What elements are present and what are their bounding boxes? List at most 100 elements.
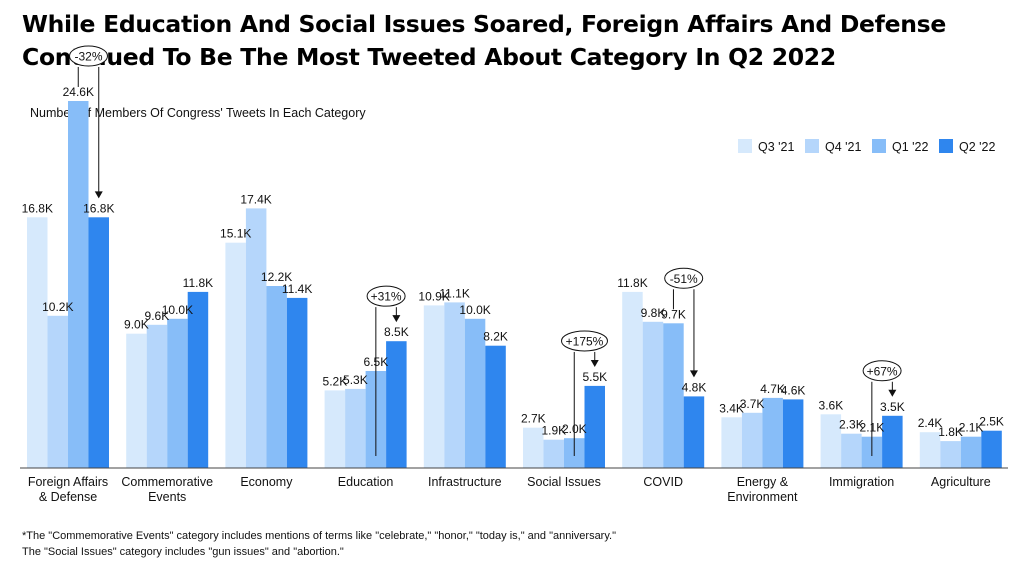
- bar-2-1: [245, 208, 267, 468]
- legend-swatch: [872, 139, 886, 153]
- category-label: Infrastructure: [428, 475, 502, 489]
- value-label: 11.1K: [439, 286, 469, 300]
- annotation-arrowhead: [590, 359, 599, 367]
- value-label: 2.4K: [918, 416, 943, 430]
- legend-swatch: [939, 139, 953, 153]
- value-label: 5.3K: [343, 373, 368, 387]
- bar-6-1: [642, 321, 664, 468]
- value-label: 11.4K: [282, 282, 312, 296]
- value-label: 5.5K: [582, 370, 607, 384]
- category-label: COVID: [643, 475, 683, 489]
- value-label: 9.8K: [641, 306, 666, 320]
- annotation-arrowhead: [888, 389, 897, 397]
- bar-3-3: [386, 341, 407, 468]
- annotation-text: +67%: [867, 364, 898, 378]
- category-label: Foreign Affairs: [28, 475, 108, 489]
- value-label: 8.5K: [384, 325, 409, 339]
- value-label: 4.6K: [781, 383, 806, 397]
- value-label: 4.7K: [760, 382, 785, 396]
- category-label: Education: [338, 475, 394, 489]
- value-label: 15.1K: [220, 227, 251, 241]
- bar-5-3: [584, 385, 605, 468]
- annotation-text: +31%: [371, 290, 402, 304]
- bar-4-0: [423, 305, 445, 468]
- chart-title: While Education And Social Issues Soared…: [22, 8, 1012, 74]
- bar-7-2: [762, 397, 783, 468]
- value-label: 17.4K: [240, 192, 271, 206]
- annotation-text: -32%: [74, 49, 102, 63]
- bar-6-3: [683, 396, 705, 468]
- legend-label: Q4 '21: [825, 140, 861, 154]
- value-label: 2.3K: [839, 418, 864, 432]
- value-label: 16.8K: [22, 201, 53, 215]
- value-label: 9.6K: [145, 309, 170, 323]
- legend-swatch: [738, 139, 752, 153]
- annotation-oval: [69, 45, 108, 67]
- title-line-2: Continued To Be The Most Tweeted About C…: [22, 43, 836, 71]
- bar-9-1: [940, 441, 961, 468]
- bar-9-0: [919, 432, 941, 468]
- bar-4-2: [464, 318, 486, 468]
- bar-8-1: [841, 433, 862, 468]
- bar-1-0: [126, 333, 147, 468]
- bar-9-2: [960, 436, 982, 468]
- annotation-oval: [862, 360, 902, 382]
- bar-4-3: [485, 345, 506, 468]
- bar-5-0: [523, 427, 544, 468]
- annotation-text: +175%: [566, 334, 604, 348]
- annotation-oval: [366, 285, 406, 307]
- value-label: 2.1K: [860, 421, 885, 435]
- bar-9-3: [981, 430, 1002, 468]
- value-label: 12.2K: [261, 270, 292, 284]
- bar-6-2: [663, 323, 684, 468]
- bar-0-2: [68, 101, 89, 468]
- value-label: 10.2K: [42, 300, 73, 314]
- title-line-1: While Education And Social Issues Soared…: [22, 10, 946, 38]
- category-label: Environment: [727, 490, 798, 504]
- value-label: 2.5K: [979, 415, 1004, 429]
- value-label: 11.8K: [183, 276, 213, 290]
- value-label: 6.5K: [364, 355, 389, 369]
- bar-7-3: [782, 399, 804, 468]
- category-label: Economy: [240, 475, 293, 489]
- footnote-social-issues: The "Social Issues" category includes "g…: [22, 546, 344, 558]
- legend-label: Q3 '21: [758, 140, 794, 154]
- value-label: 10.9K: [418, 289, 449, 303]
- bar-3-1: [345, 388, 366, 468]
- bar-2-0: [225, 242, 246, 468]
- category-label: Social Issues: [527, 475, 601, 489]
- bar-0-0: [27, 217, 48, 468]
- category-label: Agriculture: [931, 475, 991, 489]
- category-label: Commemorative: [121, 475, 213, 489]
- value-label: 10.0K: [459, 303, 490, 317]
- category-label: Events: [148, 490, 186, 504]
- value-label: 16.8K: [83, 201, 114, 215]
- y-axis-label: Number Of Members Of Congress' Tweets In…: [30, 106, 366, 120]
- footnote-commemorative: *The "Commemorative Events" category inc…: [22, 530, 616, 542]
- annotation-arrowhead: [689, 370, 698, 378]
- bar-1-1: [146, 324, 168, 468]
- annotation-text: -51%: [670, 272, 698, 286]
- value-label: 5.2K: [323, 374, 348, 388]
- value-label: 2.0K: [562, 422, 587, 436]
- value-label: 9.0K: [124, 318, 149, 332]
- value-label: 3.5K: [880, 400, 905, 414]
- bar-2-3: [286, 297, 308, 468]
- bar-1-3: [187, 291, 209, 468]
- bar-4-1: [444, 302, 465, 468]
- value-label: 4.8K: [682, 380, 707, 394]
- bar-8-0: [820, 414, 842, 468]
- value-label: 3.4K: [719, 401, 744, 415]
- value-label: 10.0K: [162, 303, 193, 317]
- bar-5-1: [543, 439, 564, 468]
- category-label: Energy &: [737, 475, 789, 489]
- value-label: 3.7K: [740, 397, 765, 411]
- bar-7-1: [741, 412, 763, 468]
- bar-2-2: [266, 286, 287, 468]
- value-label: 11.8K: [617, 276, 647, 290]
- legend-label: Q2 '22: [959, 140, 995, 154]
- value-label: 2.7K: [521, 412, 546, 426]
- category-label: Immigration: [829, 475, 894, 489]
- legend-swatch: [805, 139, 819, 153]
